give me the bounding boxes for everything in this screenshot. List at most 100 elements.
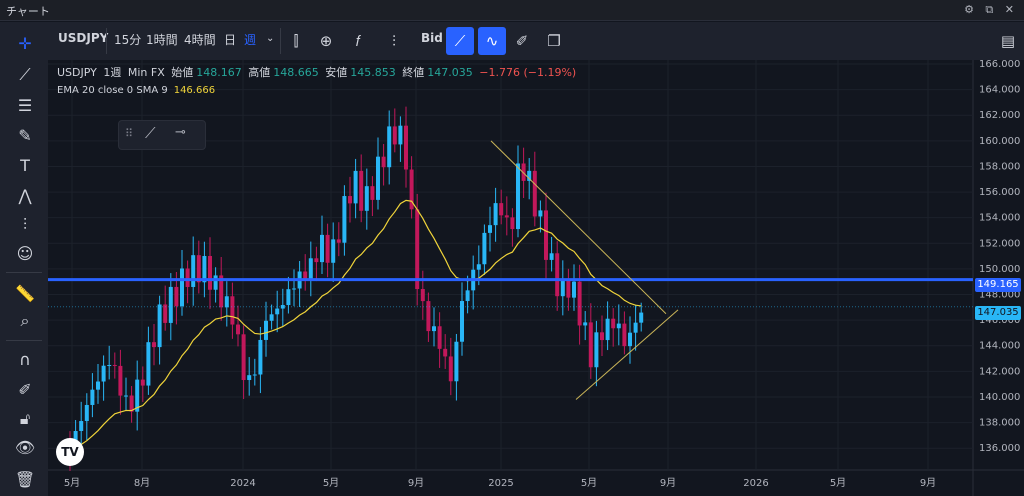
candle-body <box>538 210 543 217</box>
emoji-icon[interactable]: ☺ <box>16 243 34 263</box>
trash-icon[interactable]: 🗑︎ <box>14 469 36 489</box>
price-source-button[interactable]: Bid <box>421 31 443 45</box>
brush-settings-icon[interactable]: ✐ <box>515 32 529 50</box>
ema-legend[interactable]: EMA 20 close 0 SMA 9 146.666 <box>57 85 215 96</box>
candle-body <box>376 156 380 200</box>
candle-body <box>465 290 470 302</box>
candle-body <box>208 256 212 290</box>
wave-icon[interactable]: ∿ <box>478 27 506 55</box>
candle-body <box>264 320 268 340</box>
time-tick-label: 9月 <box>920 477 936 489</box>
low-label: 安値 <box>325 66 348 79</box>
candle-body <box>269 314 274 321</box>
candle-body <box>129 395 134 412</box>
candle-body <box>398 125 403 145</box>
candle-body <box>404 125 408 170</box>
high-value: 148.665 <box>273 66 319 79</box>
floating-drawing-toolbar: ⠿ ⟋ ⊸ <box>118 120 206 150</box>
price-chart[interactable]: 166.000 164.000 162.000 160.000 158.000 156.0… <box>48 60 1024 496</box>
candle-style-icon[interactable]: ⫿ <box>293 32 299 50</box>
last-price-tag: 147.035 <box>975 306 1021 320</box>
trendline-icon[interactable]: ⟋ <box>145 124 156 142</box>
price-tick-label: 152.000 <box>979 238 1020 249</box>
candle-body <box>544 210 548 260</box>
windows-icon[interactable]: ❐ <box>547 32 561 50</box>
candle-body <box>560 279 565 297</box>
candle-body <box>185 268 190 287</box>
legend-exchange: Min FX <box>127 66 165 79</box>
window-controls[interactable]: ⚙ ⧉ ✕ <box>964 3 1018 16</box>
candle-body <box>616 323 621 329</box>
high-label: 高値 <box>248 66 271 79</box>
upper-trendline <box>490 140 667 315</box>
candle-body <box>454 341 459 382</box>
text-icon[interactable]: T <box>20 155 30 175</box>
candle-body <box>230 296 235 325</box>
candle-body <box>415 209 420 290</box>
horizontal-ray-icon[interactable]: ⊸ <box>175 125 186 140</box>
candle-body <box>381 156 386 168</box>
drag-handle-icon[interactable]: ⠿ <box>125 127 134 140</box>
candle-body <box>633 322 638 333</box>
candle-body <box>432 326 436 332</box>
candle-body <box>516 163 520 230</box>
lock-icon[interactable]: 🔓︎ <box>19 409 31 428</box>
candle-body <box>140 379 145 386</box>
candle-body <box>180 268 184 307</box>
low-value: 145.853 <box>350 66 396 79</box>
indicators-icon[interactable]: 𝑓 <box>355 32 361 50</box>
candle-body <box>504 215 509 218</box>
ruler-icon[interactable]: 📏 <box>15 283 35 303</box>
chevron-down-icon[interactable]: ⌄ <box>266 33 275 44</box>
crosshair-icon[interactable]: ✛ <box>18 33 32 53</box>
candle-body <box>588 322 593 368</box>
interval-15m[interactable]: 15分 <box>114 33 142 47</box>
interval-1h[interactable]: 1時間 <box>146 33 178 47</box>
trend-up-icon[interactable]: ⟋ <box>446 27 474 55</box>
chart-legend: USDJPY 1週 Min FX 始値 148.167 高値 148.665 安値 1… <box>57 64 579 80</box>
candle-body <box>174 286 179 307</box>
candle-body <box>96 381 100 390</box>
zoom-icon[interactable]: ⌕ <box>20 311 30 330</box>
interval-day[interactable]: 日 <box>224 33 237 47</box>
price-tick-label: 160.000 <box>979 136 1020 147</box>
candle-body <box>370 186 375 200</box>
pencil-lock-icon[interactable]: ✐ <box>18 379 32 399</box>
candle-body <box>331 239 336 263</box>
time-tick-label: 9月 <box>660 477 676 489</box>
price-tick-label: 138.000 <box>979 418 1020 429</box>
pattern-icon[interactable]: ⋀ <box>18 185 32 205</box>
candle-body <box>532 170 537 217</box>
candle-body <box>577 281 582 326</box>
hline-price-tag: 149.165 <box>975 278 1021 292</box>
candle-body <box>443 348 448 357</box>
candle-body <box>594 332 599 368</box>
legend-symbol[interactable]: USDJPY <box>57 66 97 79</box>
candle-body <box>499 203 504 216</box>
brush-icon[interactable]: ✎ <box>18 125 32 145</box>
horizontal-lines-icon[interactable]: ☰ <box>17 95 33 115</box>
interval-4h[interactable]: 4時間 <box>184 33 216 47</box>
time-tick-label: 5月 <box>581 477 597 489</box>
open-value: 148.167 <box>196 66 242 79</box>
open-label: 始値 <box>171 66 194 79</box>
price-tick-label: 146.000 <box>979 315 1020 326</box>
symbol-button[interactable]: USDJPY <box>58 31 109 45</box>
eye-icon[interactable]: 👁︎ <box>14 437 36 457</box>
magnet-icon[interactable]: ∩ <box>19 349 31 369</box>
candle-body <box>196 255 201 283</box>
interval-week[interactable]: 週 <box>244 33 257 47</box>
candle-body <box>320 234 324 263</box>
templates-icon[interactable]: ⫶ <box>392 32 396 50</box>
candle-body <box>420 289 425 302</box>
candle-body <box>79 421 84 431</box>
price-tick-label: 144.000 <box>979 341 1020 352</box>
price-tick-label: 148.000 <box>979 290 1020 301</box>
measure-lines-icon[interactable]: ⫶ <box>22 215 27 234</box>
lower-trendline <box>575 309 679 400</box>
add-compare-icon[interactable]: ⊕ <box>319 32 333 50</box>
time-tick-label: 9月 <box>408 477 424 489</box>
trendline-icon[interactable]: ⟋ <box>19 65 31 84</box>
time-tick-label: 2026 <box>743 478 768 489</box>
layout-icon[interactable]: ▤ <box>1000 32 1016 50</box>
